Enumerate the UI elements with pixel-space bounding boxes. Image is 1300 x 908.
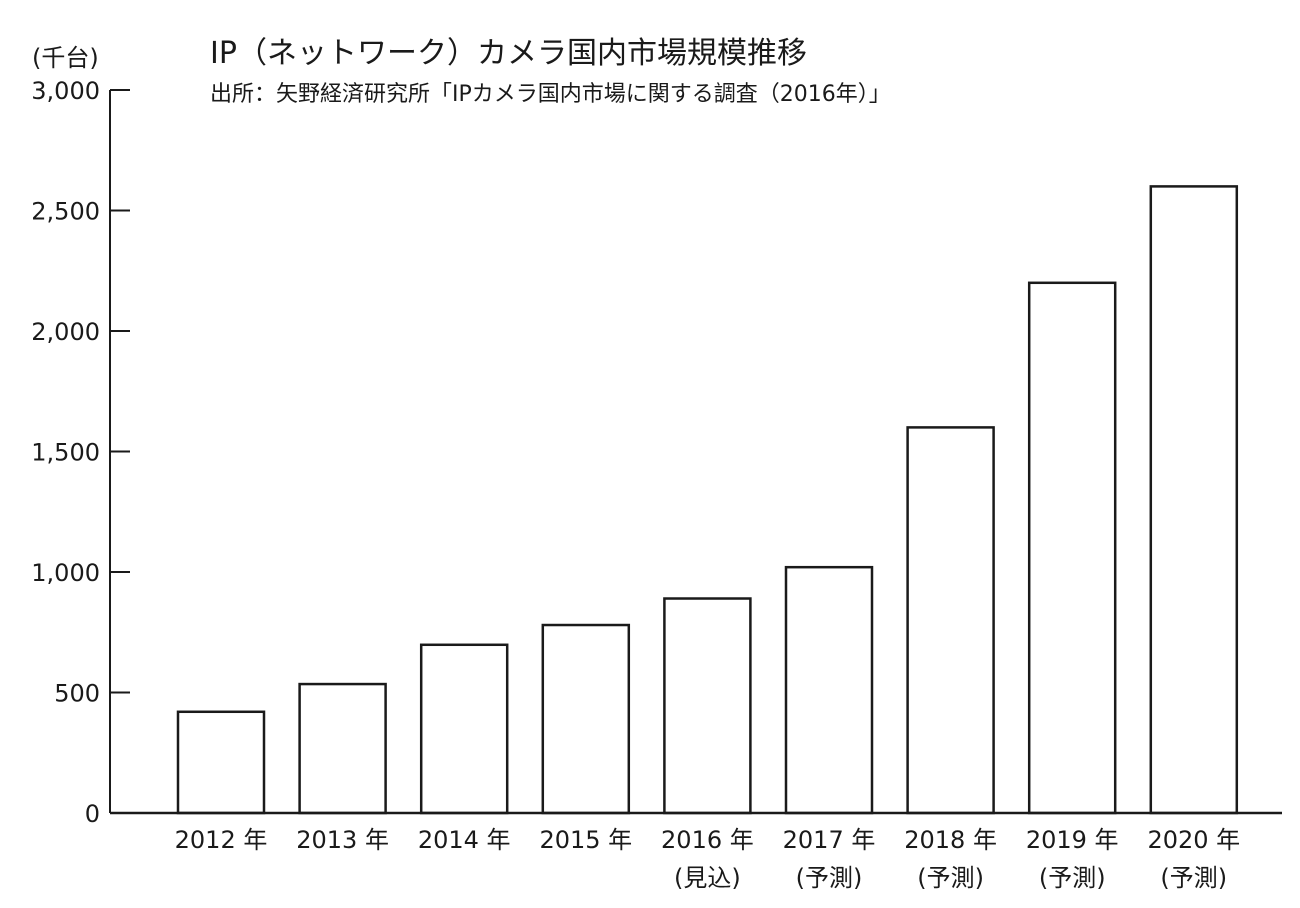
x-tick-label: 2013 年 (296, 826, 389, 854)
bars-group (176, 185, 1239, 815)
bar-1 (176, 710, 266, 815)
y-axis-unit-label: (千台) (32, 44, 99, 72)
bar-3 (419, 643, 509, 815)
x-tick-label: 2014 年 (418, 826, 511, 854)
y-tick-label: 1,500 (31, 439, 100, 467)
axes-group: 0 500 1,000 1,500 2,000 2,500 3,000 2012 年 2013 … (31, 77, 1282, 892)
y-tick-label: 500 (54, 680, 100, 708)
x-tick-note: (予測) (1160, 864, 1227, 892)
y-tick-label: 3,000 (31, 77, 100, 105)
x-tick-note: (予測) (1039, 864, 1106, 892)
x-tick-label: 2015 年 (539, 826, 632, 854)
bar-5 (663, 597, 752, 815)
y-tick-label: 0 (85, 800, 100, 828)
x-tick-label: 2012 年 (175, 826, 268, 854)
bar-2 (298, 682, 387, 815)
chart-subtitle: 出所：矢野経済研究所「IPカメラ国内市場に関する調査（2016年）」 (210, 82, 891, 107)
x-tick-label: 2020 年 (1147, 826, 1240, 854)
x-tick-note: (見込) (674, 864, 741, 892)
y-tick-label: 1,000 (31, 559, 100, 587)
bar-7 (906, 426, 995, 815)
x-tick-label: 2017 年 (783, 826, 876, 854)
x-tick-note: (予測) (917, 864, 984, 892)
bar-4 (541, 623, 631, 815)
x-tick-label: 2018 年 (904, 826, 997, 854)
bar-9 (1149, 185, 1239, 815)
y-tick-label: 2,000 (31, 318, 100, 346)
x-tick-label: 2019 年 (1026, 826, 1119, 854)
x-tick-note: (予測) (796, 864, 863, 892)
bar-6 (784, 565, 874, 815)
x-tick-label: 2016 年 (661, 826, 754, 854)
chart-title: IP（ネットワーク）カメラ国内市場規模推移 (210, 36, 807, 71)
y-tick-label: 2,500 (31, 198, 100, 226)
bar-8 (1027, 281, 1117, 815)
